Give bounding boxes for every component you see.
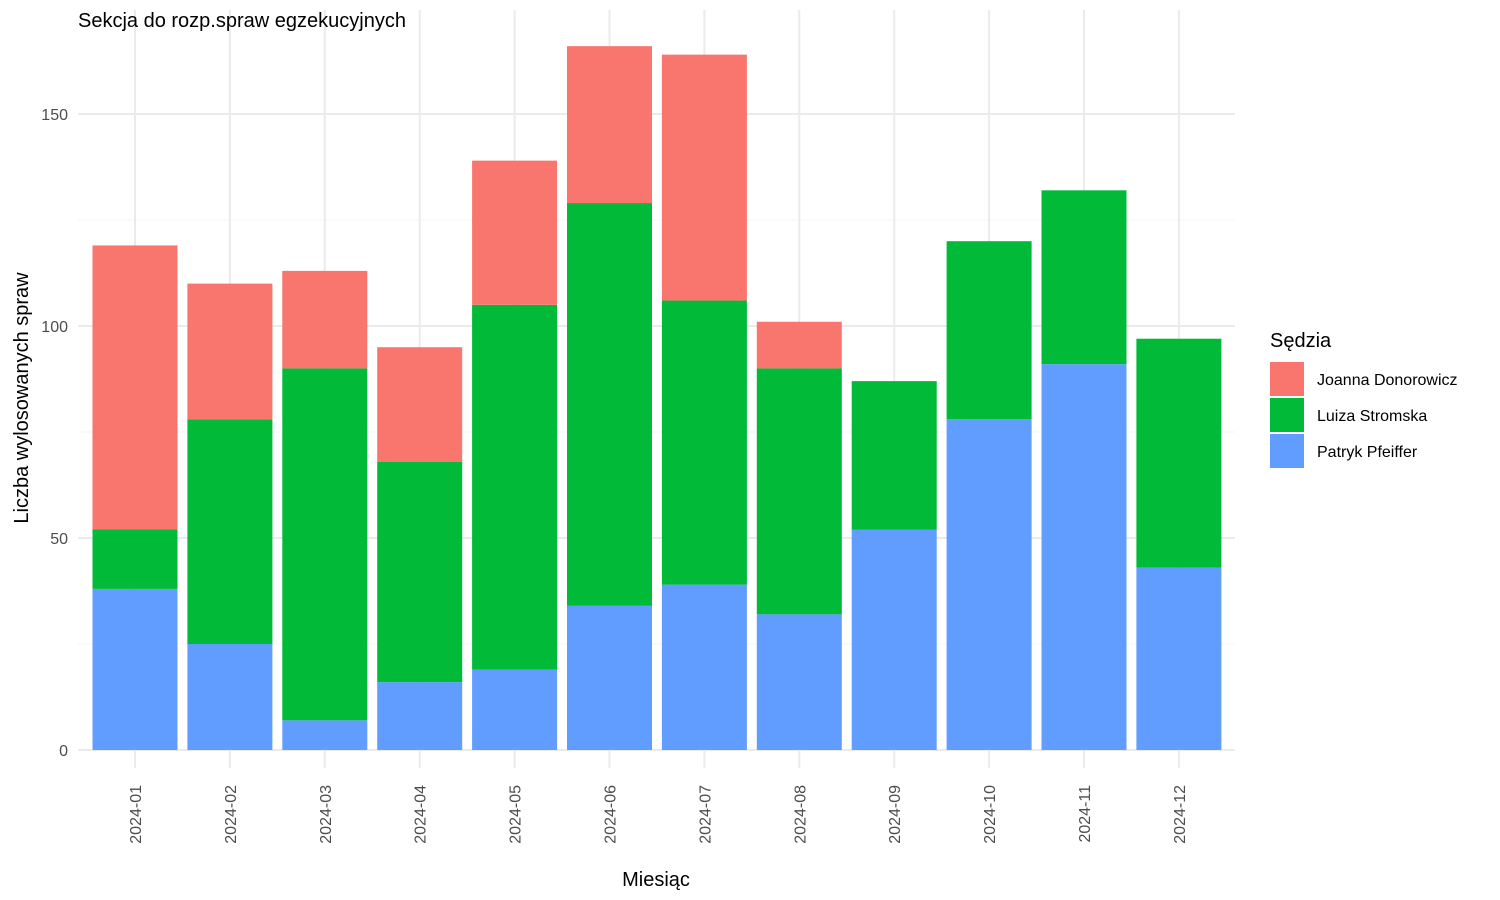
x-axis-title: Miesiąc [622, 869, 690, 891]
y-tick-label: 50 [50, 531, 68, 548]
bar-segment-2024-05-patryk-pfeiffer [472, 669, 558, 750]
legend-label: Luiza Stromska [1317, 408, 1427, 425]
bar-segment-2024-11-luiza-stromska [1041, 190, 1127, 365]
bar-segment-2024-02-joanna-donorowicz [187, 283, 273, 420]
x-tick-label: 2024-04 [413, 785, 430, 844]
x-tick-label: 2024-06 [603, 785, 620, 844]
bar-segment-2024-06-joanna-donorowicz [567, 46, 652, 204]
bar-segment-2024-07-luiza-stromska [661, 300, 747, 585]
chart-title: Sekcja do rozp.spraw egzekucyjnych [78, 10, 406, 32]
bar-segment-2024-03-joanna-donorowicz [282, 270, 368, 369]
bar-segment-2024-01-patryk-pfeiffer [92, 588, 178, 750]
legend-label: Patryk Pfeiffer [1317, 444, 1418, 461]
bar-segment-2024-08-luiza-stromska [756, 368, 842, 615]
x-tick-label: 2024-02 [223, 785, 240, 844]
x-tick-label: 2024-05 [508, 785, 525, 844]
y-tick-label: 100 [41, 319, 68, 336]
legend: Sędzia Joanna Donorowicz Luiza Stromska Pa… [1270, 330, 1458, 468]
bar-segment-2024-07-patryk-pfeiffer [661, 584, 747, 750]
x-tick-label: 2024-12 [1172, 785, 1189, 844]
bar-segment-2024-02-luiza-stromska [187, 419, 273, 644]
legend-label: Joanna Donorowicz [1317, 372, 1458, 389]
bar-segment-2024-11-patryk-pfeiffer [1041, 364, 1127, 750]
y-tick-label: 150 [41, 107, 68, 124]
bar-segment-2024-06-luiza-stromska [567, 203, 652, 606]
bar-segment-2024-06-patryk-pfeiffer [567, 605, 652, 750]
x-tick-label: 2024-09 [887, 785, 904, 844]
bar-segment-2024-12-patryk-pfeiffer [1136, 567, 1222, 750]
x-tick-label: 2024-01 [128, 785, 145, 844]
legend-title: Sędzia [1270, 330, 1332, 352]
bar-segment-2024-08-joanna-donorowicz [756, 321, 842, 369]
bar-segment-2024-04-patryk-pfeiffer [377, 682, 463, 750]
bar-segment-2024-01-joanna-donorowicz [92, 245, 178, 530]
bar-segment-2024-10-patryk-pfeiffer [946, 419, 1032, 750]
bar-segment-2024-03-patryk-pfeiffer [282, 720, 368, 750]
bar-segment-2024-04-luiza-stromska [377, 461, 463, 683]
x-tick-label: 2024-03 [318, 785, 335, 844]
bars [92, 46, 1222, 750]
legend-key [1270, 398, 1304, 432]
bar-segment-2024-07-joanna-donorowicz [661, 54, 747, 301]
x-tick-label: 2024-10 [982, 785, 999, 844]
bar-segment-2024-01-luiza-stromska [92, 529, 178, 589]
y-axis-title: Liczba wylosowanych spraw [11, 272, 33, 524]
bar-segment-2024-08-patryk-pfeiffer [756, 614, 842, 750]
legend-key [1270, 434, 1304, 468]
bar-segment-2024-02-patryk-pfeiffer [187, 644, 273, 750]
bar-segment-2024-10-luiza-stromska [946, 241, 1032, 420]
y-tick-label: 0 [59, 743, 68, 760]
bar-segment-2024-09-luiza-stromska [851, 381, 937, 530]
x-tick-label: 2024-11 [1077, 785, 1094, 843]
bar-segment-2024-05-luiza-stromska [472, 304, 558, 670]
bar-segment-2024-03-luiza-stromska [282, 368, 368, 721]
bar-segment-2024-09-patryk-pfeiffer [851, 529, 937, 750]
legend-key [1270, 362, 1304, 396]
x-tick-label: 2024-08 [792, 785, 809, 844]
tick-labels: 0 50 100 150 2024-01 2024-02 2024-03 2024-04 202… [41, 107, 1189, 844]
bar-segment-2024-05-joanna-donorowicz [472, 160, 558, 305]
bar-segment-2024-12-luiza-stromska [1136, 338, 1222, 568]
x-tick-label: 2024-07 [697, 785, 714, 844]
bar-segment-2024-04-joanna-donorowicz [377, 347, 463, 462]
